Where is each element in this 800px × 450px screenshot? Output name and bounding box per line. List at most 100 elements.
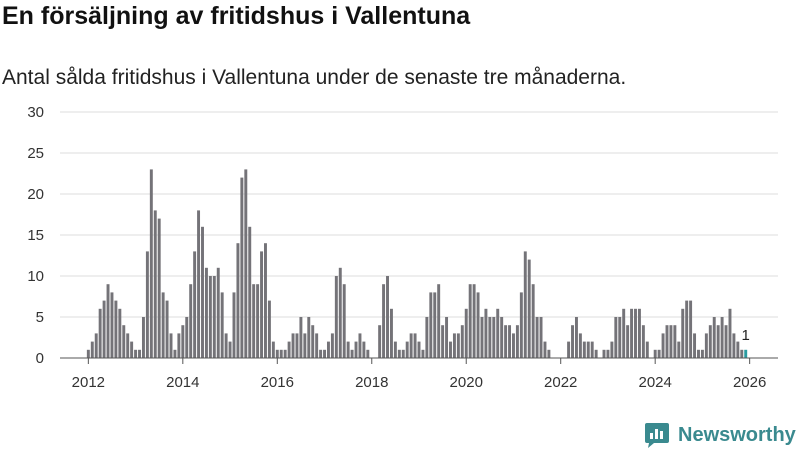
bar — [618, 317, 622, 358]
bar — [110, 292, 114, 358]
bar — [496, 308, 500, 358]
bar — [114, 300, 118, 358]
bar — [248, 226, 252, 358]
chart-title: En försäljning av fritidshus i Vallentun… — [2, 2, 471, 30]
bar — [441, 325, 445, 358]
bar — [504, 325, 508, 358]
bar — [712, 317, 716, 358]
bar — [740, 349, 744, 358]
bar — [275, 349, 279, 358]
x-axis-ticks: 2012 2014 2016 2018 2020 2022 2024 2026 — [72, 358, 766, 391]
bar — [161, 292, 165, 358]
bar — [134, 349, 138, 358]
bar — [204, 267, 208, 358]
bar — [240, 177, 244, 358]
bar — [527, 259, 531, 358]
bar — [323, 349, 326, 358]
bar — [177, 333, 181, 358]
bar — [303, 333, 307, 358]
bar — [421, 349, 425, 358]
bar — [366, 349, 370, 358]
bar — [614, 317, 618, 358]
y-tick-label: 30 — [27, 104, 44, 121]
bar — [90, 341, 94, 358]
bar — [700, 349, 704, 358]
bar — [208, 276, 212, 358]
bar — [571, 325, 574, 358]
y-tick-label: 10 — [27, 268, 44, 285]
bar — [346, 341, 350, 358]
bar — [409, 333, 413, 358]
bar — [362, 341, 366, 358]
bar — [512, 333, 515, 358]
bar — [578, 333, 582, 358]
bar — [118, 308, 122, 358]
bar — [153, 210, 157, 358]
highlight-data-label: 1 — [742, 327, 750, 344]
bar — [130, 341, 134, 358]
x-tick-label: 2020 — [450, 374, 483, 391]
bar — [102, 300, 106, 358]
y-axis-ticks: 0 5 10 15 20 25 30 — [27, 104, 44, 367]
bar — [449, 341, 452, 358]
bar — [500, 317, 504, 358]
bar — [634, 308, 637, 358]
bar — [464, 308, 468, 358]
bar — [543, 341, 547, 358]
bar — [594, 349, 598, 358]
bar — [181, 325, 185, 358]
bar — [645, 341, 649, 358]
bar — [330, 333, 334, 358]
bar — [197, 210, 201, 358]
bar — [417, 341, 421, 358]
bar — [173, 349, 177, 358]
bar — [539, 317, 543, 358]
bar — [736, 341, 740, 358]
x-tick-label: 2022 — [544, 374, 577, 391]
bar — [94, 333, 98, 358]
bar — [232, 292, 236, 358]
chart-subtitle: Antal sålda fritidshus i Vallentuna unde… — [2, 66, 627, 89]
bar — [216, 267, 220, 358]
gridlines — [60, 111, 778, 318]
bar — [382, 284, 386, 358]
bar — [720, 317, 724, 358]
bar — [256, 284, 260, 358]
bar — [252, 284, 256, 358]
bar — [295, 333, 299, 358]
bar — [708, 325, 712, 358]
bar — [476, 292, 480, 358]
bar — [445, 317, 449, 358]
bar — [157, 218, 161, 358]
bar — [606, 349, 610, 358]
bar — [201, 226, 204, 358]
bar — [326, 341, 330, 358]
bar — [228, 341, 232, 358]
bar — [724, 325, 728, 358]
bar — [401, 349, 405, 358]
y-tick-label: 5 — [36, 309, 44, 326]
bar — [535, 317, 539, 358]
y-tick-label: 15 — [27, 227, 44, 244]
bar — [169, 333, 173, 358]
bar — [279, 349, 283, 358]
bar — [86, 349, 90, 358]
bar — [574, 317, 578, 358]
bar — [732, 333, 736, 358]
newsworthy-wordmark: Newsworthy — [678, 423, 796, 446]
bar — [386, 276, 389, 358]
bar — [586, 341, 590, 358]
bar — [523, 251, 527, 358]
bar — [106, 284, 110, 358]
newsworthy-logo-icon — [645, 423, 669, 448]
bar — [519, 292, 523, 358]
bar — [405, 341, 409, 358]
bar — [98, 308, 102, 358]
bar — [236, 243, 240, 358]
bar — [689, 300, 693, 358]
y-tick-label: 0 — [36, 350, 44, 367]
bar — [429, 292, 433, 358]
bar — [515, 325, 519, 358]
newsworthy-brand[interactable]: Newsworthy — [644, 420, 796, 450]
